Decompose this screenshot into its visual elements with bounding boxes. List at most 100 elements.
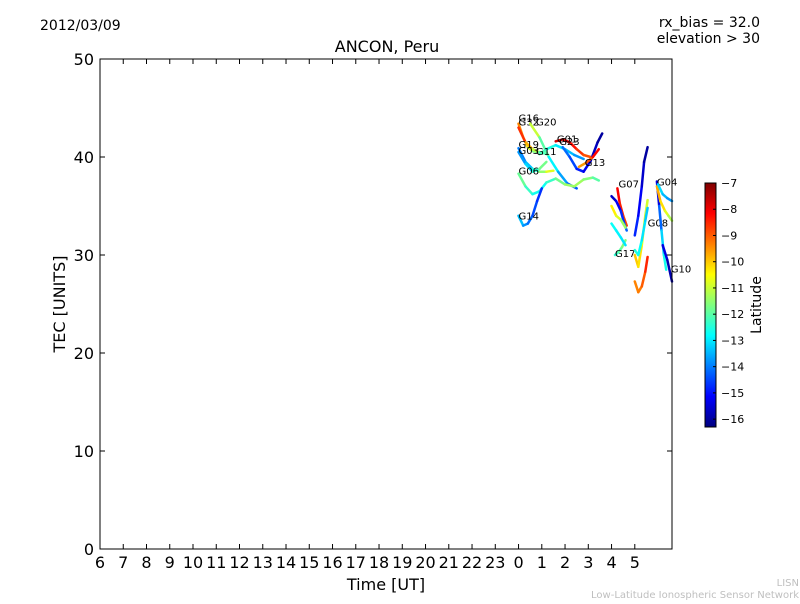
tec-trace-segment — [563, 147, 576, 157]
satellite-label: G23 — [559, 137, 579, 148]
satellite-label: G03 — [519, 146, 539, 157]
tec-trace-segment — [661, 243, 669, 262]
tec-trace-segment — [582, 153, 592, 159]
series-unlabeled-20 — [633, 198, 649, 269]
y-axis-label: TEC [UNITS] — [50, 256, 69, 354]
tec-trace-segment — [619, 209, 626, 225]
tec-trace-segment — [659, 199, 667, 213]
plot-frame — [99, 58, 673, 550]
colorbar: −7 −8 −9 −10 −11 −12 −13 −14 −15 −16 — [704, 177, 744, 428]
series-g06: G06 — [517, 167, 601, 196]
y-tick-label: 10 — [74, 442, 94, 461]
tec-trace-segment — [517, 126, 527, 144]
tec-trace-segment — [640, 270, 647, 288]
x-tick-label: 8 — [141, 553, 151, 572]
colorbar-tick-label: −8 — [721, 203, 737, 216]
x-tick-label: 3 — [583, 553, 593, 572]
colorbar-tick-label: −7 — [721, 177, 737, 190]
tec-trace-segment — [591, 176, 601, 182]
tec-trace-segment — [531, 190, 541, 196]
axes: 6 7 8 9 10 11 12 13 14 15 16 17 18 19 20 21 22 23 0 1 2 3 4 501… — [74, 50, 672, 572]
satellite-label: G16 — [519, 114, 539, 125]
series-g10: G10 — [661, 243, 691, 283]
colorbar-tick-label: −11 — [721, 282, 744, 295]
footer-lisn: LISN — [777, 578, 799, 589]
colorbar-label: Latitude — [749, 276, 765, 334]
tec-trace-segment — [538, 136, 551, 159]
tec-trace-segment — [545, 169, 555, 173]
y-tick-label: 0 — [84, 540, 94, 559]
series-g14: G14 — [517, 187, 544, 227]
tec-trace-segment — [584, 155, 595, 165]
tec-trace-segment — [633, 280, 640, 294]
satellite-label: G17 — [615, 249, 635, 260]
x-tick-label: 7 — [118, 553, 128, 572]
tec-trace-segment — [561, 145, 571, 159]
satellite-label: G07 — [619, 179, 639, 190]
x-tick-label: 0 — [513, 553, 523, 572]
colorbar-tick-label: −15 — [721, 387, 744, 400]
tec-trace-segment — [644, 206, 649, 222]
tec-trace-segment — [642, 145, 649, 164]
tec-trace-segment — [655, 185, 662, 203]
colorbar-tick-label: −16 — [721, 413, 744, 426]
x-tick-label: 20 — [415, 553, 435, 572]
satellite-label: G06 — [519, 167, 539, 178]
tec-trace-segment — [591, 147, 601, 159]
satellite-label: G08 — [648, 219, 668, 230]
series-unlabeled-19 — [633, 255, 649, 294]
tec-trace-segment — [610, 204, 618, 218]
x-tick-label: 18 — [369, 553, 389, 572]
x-tick-label: 10 — [183, 553, 203, 572]
tec-trace-segment — [610, 222, 618, 232]
tec-trace-segment — [531, 147, 541, 154]
tec-trace-segment — [633, 214, 640, 237]
tec-trace-segment — [640, 160, 646, 188]
tec-trace-segment — [656, 183, 664, 196]
tec-trace-segment — [596, 132, 604, 144]
y-tick-label: 40 — [74, 148, 94, 167]
satellite-label: G13 — [585, 158, 605, 169]
tec-trace-segment — [666, 258, 674, 283]
tec-trace-segment — [547, 155, 560, 173]
tec-trace-segment — [524, 162, 534, 173]
colorbar-tick-label: −13 — [721, 334, 744, 347]
colorbar-tick-label: −9 — [721, 229, 737, 242]
tec-trace-segment — [619, 218, 627, 229]
colorbar-tick-label: −10 — [721, 256, 744, 269]
satellite-label: G19 — [519, 140, 539, 151]
tec-trace-segment — [568, 155, 578, 171]
tec-trace-segment — [582, 159, 592, 173]
date-label: 2012/03/09 — [40, 18, 121, 34]
y-tick-label: 50 — [74, 50, 94, 69]
tec-trace-segment — [577, 161, 588, 169]
tec-trace-segment — [556, 170, 569, 185]
tec-trace-segment — [666, 196, 674, 203]
x-tick-label: 15 — [299, 553, 319, 572]
x-tick-label: 4 — [606, 553, 616, 572]
tec-trace-segment — [637, 243, 644, 269]
tec-trace-segment — [667, 214, 674, 222]
colorbar-tick-label: −12 — [721, 308, 744, 321]
tec-trace-segment — [640, 219, 647, 242]
tec-trace-segment — [573, 153, 585, 161]
x-tick-label: 19 — [392, 553, 412, 572]
x-axis-label: Time [UT] — [346, 575, 425, 594]
series-g08: G08 — [633, 145, 668, 237]
tec-trace-segment — [538, 147, 548, 156]
satellite-label: G14 — [519, 212, 539, 223]
series-unlabeled-21 — [633, 206, 649, 257]
x-tick-label: 5 — [630, 553, 640, 572]
tec-trace-segment — [662, 253, 668, 271]
tec-trace-segment — [526, 214, 534, 225]
colorbar-gradient — [704, 182, 717, 428]
tec-trace-segment — [575, 147, 585, 157]
tec-trace-segment — [614, 229, 623, 239]
y-tick-label: 30 — [74, 246, 94, 265]
x-tick-label: 2 — [560, 553, 570, 572]
footer-network: Low-Latitude Ionospheric Sensor Network — [591, 590, 799, 600]
x-tick-label: 17 — [346, 553, 366, 572]
tec-trace-segment — [535, 187, 544, 203]
